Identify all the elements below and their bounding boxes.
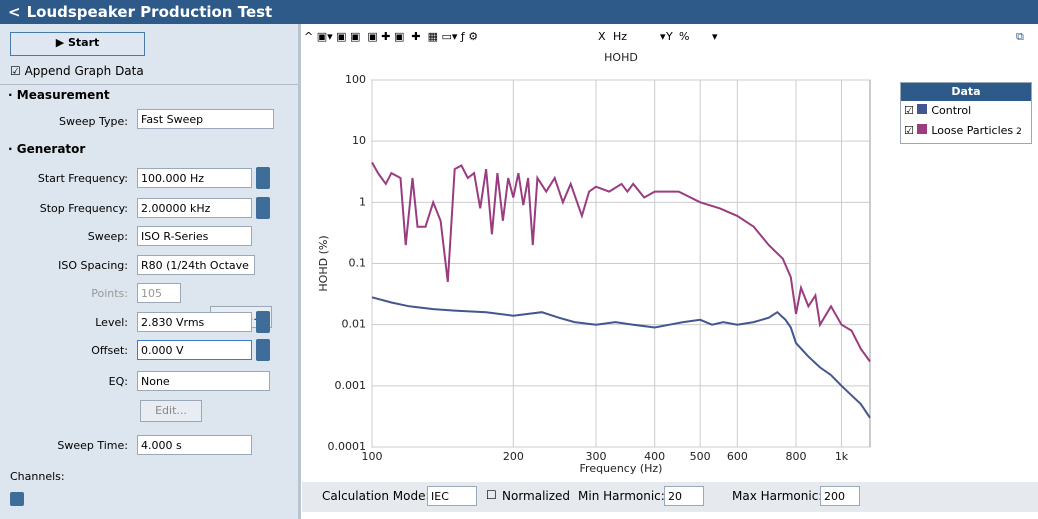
x-label: X [598, 30, 606, 43]
field-label: Sweep Type: [59, 115, 128, 128]
divider [0, 84, 298, 85]
legend-item[interactable]: ☑ Control [901, 101, 1031, 121]
legend-swatch [917, 104, 928, 114]
field-input[interactable]: ISO R-Series [137, 226, 252, 246]
field-label: ISO Spacing: [58, 259, 128, 272]
bottom-bar: Calculation Mode: IEC ☐ Normalized Min H… [302, 482, 1038, 512]
field-label: Level: [95, 316, 128, 329]
spin-button[interactable] [256, 167, 270, 189]
field-input[interactable]: 100.000 Hz [137, 168, 252, 188]
calc-dropdown[interactable]: IEC [427, 486, 477, 506]
max-label: Max Harmonic: [732, 489, 823, 503]
y-tick-label: 0.0001 [328, 440, 367, 453]
y-tick-label: 10 [352, 134, 366, 147]
x-tick-label: 400 [644, 450, 665, 463]
chart: HOHD 0.0001 0.001 0.01 0.1 1 10 100 100 200 300 400… [317, 51, 871, 475]
legend-label: Control [931, 104, 972, 117]
field-label: Stop Frequency: [39, 202, 128, 215]
field-label: Start Frequency: [37, 172, 128, 185]
spin-button[interactable] [256, 311, 270, 333]
y-tick-label: 0.01 [342, 318, 367, 331]
legend-check: ☑ [904, 104, 918, 117]
field-label: Points: [91, 287, 128, 300]
back-icon[interactable]: < [8, 3, 21, 21]
section-heading: · Generator [8, 142, 86, 156]
field-input[interactable]: 105 [137, 283, 181, 303]
x-unit-arrow[interactable]: ▾ [660, 30, 666, 43]
field-input[interactable]: None [137, 371, 270, 391]
field-input[interactable]: R80 (1/24th Octave [137, 255, 255, 275]
spin-button[interactable] [256, 197, 270, 219]
legend-item[interactable]: ☑ Loose Particles 2 [901, 121, 1031, 141]
app-title: Loudspeaker Production Test [26, 3, 273, 21]
y-tick-label: 0.1 [349, 257, 367, 270]
y-tick-label: 0.001 [335, 379, 367, 392]
field-label: Sweep Time: [57, 439, 128, 452]
calc-label: Calculation Mode: [322, 489, 430, 503]
x-tick-label: 300 [586, 450, 607, 463]
legend-badge: 2 [1016, 127, 1022, 137]
chart-toolbar: ^ ▣▾ ▣ ▣ ▣ ✚ ▣ ✚ ▦ ▭▾ ƒ ⚙ X Hz ▾ Y % ▾ ⧉ [302, 26, 1038, 48]
popout-icon[interactable]: ⧉ [1016, 30, 1024, 43]
x-axis-label: Frequency (Hz) [580, 462, 663, 475]
field-input[interactable]: 2.00000 kHz [137, 198, 252, 218]
legend: Data ☑ Control ☑ Loose Particles 2 [900, 82, 1032, 144]
eq-edit-button[interactable]: Edit... [140, 400, 202, 422]
series-line [371, 161, 871, 363]
min-label: Min Harmonic: [578, 489, 665, 503]
x-tick-label: 800 [786, 450, 807, 463]
normalized-label: Normalized [502, 489, 571, 503]
settings-panel: ▶ Start ☑ Append Graph Data · Measuremen… [0, 24, 301, 519]
field-label: EQ: [108, 375, 128, 388]
x-tick-label: 100 [362, 450, 383, 463]
append-label: Append Graph Data [24, 64, 144, 78]
section-heading: · Measurement [8, 88, 110, 102]
field-input[interactable]: 2.830 Vrms [137, 312, 252, 332]
x-tick-label: 500 [690, 450, 711, 463]
x-unit[interactable]: Hz [613, 30, 628, 43]
field-input[interactable]: 0.000 V [137, 340, 252, 360]
min-input[interactable]: 20 [664, 486, 704, 506]
y-unit[interactable]: % [679, 30, 690, 43]
chart-title: HOHD [604, 51, 638, 64]
start-button[interactable]: ▶ Start [10, 32, 145, 56]
legend-title: Data [901, 83, 1031, 101]
channels-icon[interactable] [10, 492, 24, 506]
series-line [371, 296, 871, 419]
y-unit-arrow[interactable]: ▾ [712, 30, 718, 43]
spin-button[interactable] [256, 339, 270, 361]
x-tick-label: 200 [503, 450, 524, 463]
y-label: Y [666, 30, 673, 43]
x-tick-label: 600 [727, 450, 748, 463]
dropdown[interactable]: Fast Sweep [137, 109, 274, 129]
y-tick-label: 100 [345, 73, 366, 86]
legend-label: Loose Particles [931, 124, 1014, 137]
channels-label: Channels: [10, 470, 65, 483]
legend-check: ☑ [904, 124, 918, 137]
legend-swatch [917, 124, 928, 134]
title-bar: < Loudspeaker Production Test [0, 0, 1038, 24]
append-row[interactable]: ☑ Append Graph Data [10, 64, 144, 78]
generator-heading: Generator [16, 142, 86, 156]
toolbar-icons[interactable]: ^ ▣▾ ▣ ▣ ▣ ✚ ▣ ✚ ▦ ▭▾ ƒ ⚙ [304, 30, 479, 43]
x-tick-label: 1k [835, 450, 849, 463]
field-label: Sweep: [87, 230, 128, 243]
y-tick-label: 1 [359, 195, 366, 208]
measurement-heading: Measurement [16, 88, 110, 102]
field-label: Offset: [91, 344, 128, 357]
normalized-checkbox[interactable]: ☐ [486, 488, 497, 502]
y-axis-label: HOHD (%) [317, 235, 330, 291]
max-input[interactable]: 200 [820, 486, 860, 506]
start-label: Start [68, 36, 100, 49]
field-input[interactable]: 4.000 s [137, 435, 252, 455]
